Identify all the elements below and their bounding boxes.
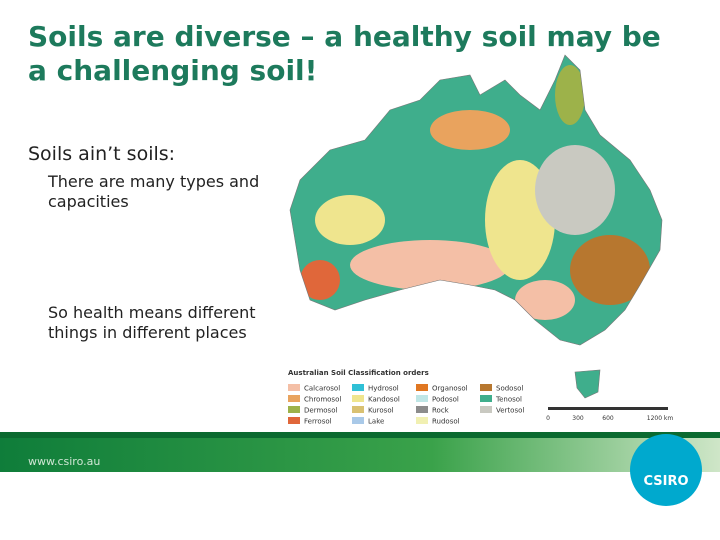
legend-swatch bbox=[352, 417, 364, 424]
scale-label: 300 bbox=[572, 415, 584, 422]
legend-swatch bbox=[480, 384, 492, 391]
legend-label: Rudosol bbox=[432, 418, 460, 426]
legend-swatch bbox=[480, 395, 492, 402]
legend-label: Vertosol bbox=[496, 407, 524, 415]
bullet: So health means different things in diff… bbox=[48, 303, 256, 342]
legend-swatch bbox=[288, 417, 300, 424]
scale-label: 600 bbox=[602, 415, 614, 422]
legend-label: Kurosol bbox=[368, 407, 394, 415]
legend-swatch bbox=[416, 384, 428, 391]
logo-text: CSIRO bbox=[643, 474, 688, 489]
soil-map bbox=[290, 55, 662, 345]
legend-swatch bbox=[352, 384, 364, 391]
legend-label: Kandosol bbox=[368, 396, 400, 404]
legend-label: Hydrosol bbox=[368, 385, 399, 393]
footer-url: www.csiro.au bbox=[28, 455, 100, 468]
legend-label: Lake bbox=[368, 418, 384, 426]
legend-swatch bbox=[352, 406, 364, 413]
legend-label: Rock bbox=[432, 407, 450, 415]
legend-swatch bbox=[416, 395, 428, 402]
legend: Calcarosol Chromosol Dermosol Ferrosol Hydro… bbox=[288, 384, 524, 426]
legend-swatch bbox=[288, 395, 300, 402]
legend-swatch bbox=[416, 406, 428, 413]
logo: CSIRO bbox=[630, 434, 702, 506]
body-heading: Soils ain’t soils: bbox=[28, 143, 176, 165]
legend-label: Chromosol bbox=[304, 396, 341, 404]
slide-title: Soils are diverse – a healthy soil may b… bbox=[28, 20, 661, 87]
legend-swatch bbox=[288, 406, 300, 413]
legend-title: Australian Soil Classification orders bbox=[288, 369, 429, 377]
scale-bar: 0 300 600 1200 km bbox=[546, 407, 673, 422]
tasmania bbox=[574, 369, 601, 399]
footer-bar bbox=[0, 432, 720, 472]
legend-label: Sodosol bbox=[496, 385, 523, 393]
legend-label: Podosol bbox=[432, 396, 459, 404]
legend-label: Ferrosol bbox=[304, 418, 332, 426]
legend-label: Tenosol bbox=[495, 396, 522, 404]
legend-swatch bbox=[352, 395, 364, 402]
legend-swatch bbox=[416, 417, 428, 424]
legend-label: Organosol bbox=[432, 385, 468, 393]
legend-swatch bbox=[480, 406, 492, 413]
legend-swatch bbox=[288, 384, 300, 391]
scale-label: 0 bbox=[546, 415, 550, 422]
bullet: There are many types and capacities bbox=[48, 172, 260, 211]
scale-label: 1200 km bbox=[647, 415, 674, 422]
legend-label: Dermosol bbox=[304, 407, 337, 415]
legend-label: Calcarosol bbox=[304, 385, 340, 393]
footer-stripe bbox=[0, 432, 720, 438]
